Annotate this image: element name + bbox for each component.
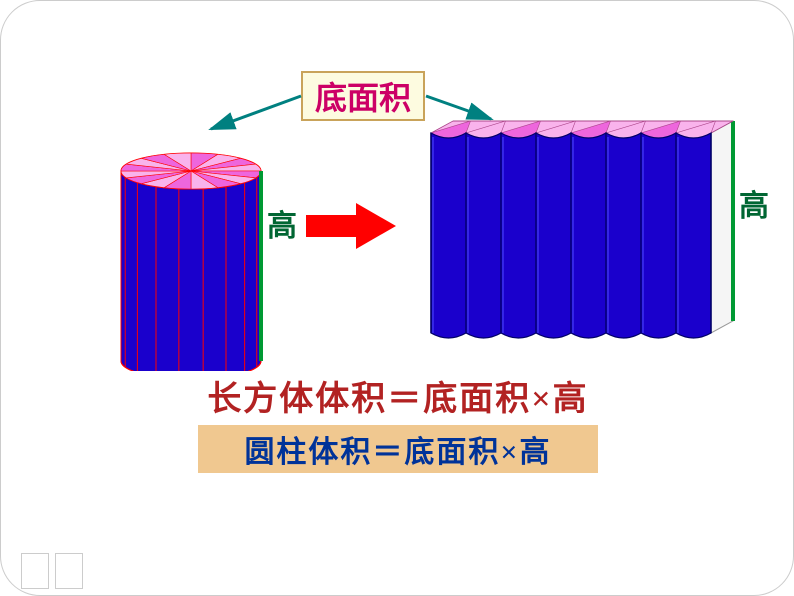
height-label-cuboid: 高 [739,181,769,225]
cuboid-formula-text: 长方体体积＝底面积×高 [1,371,794,420]
corner-mark [55,553,83,589]
cuboid-shape [61,71,761,351]
corner-marks [21,553,83,589]
cylinder-formula-box: 圆柱体积＝底面积×高 [198,425,598,473]
corner-mark [21,553,49,589]
cylinder-formula-text: 圆柱体积＝底面积×高 [244,427,551,471]
slide: 底面积 高 [0,0,794,596]
diagram-area: 底面积 高 [61,71,741,351]
